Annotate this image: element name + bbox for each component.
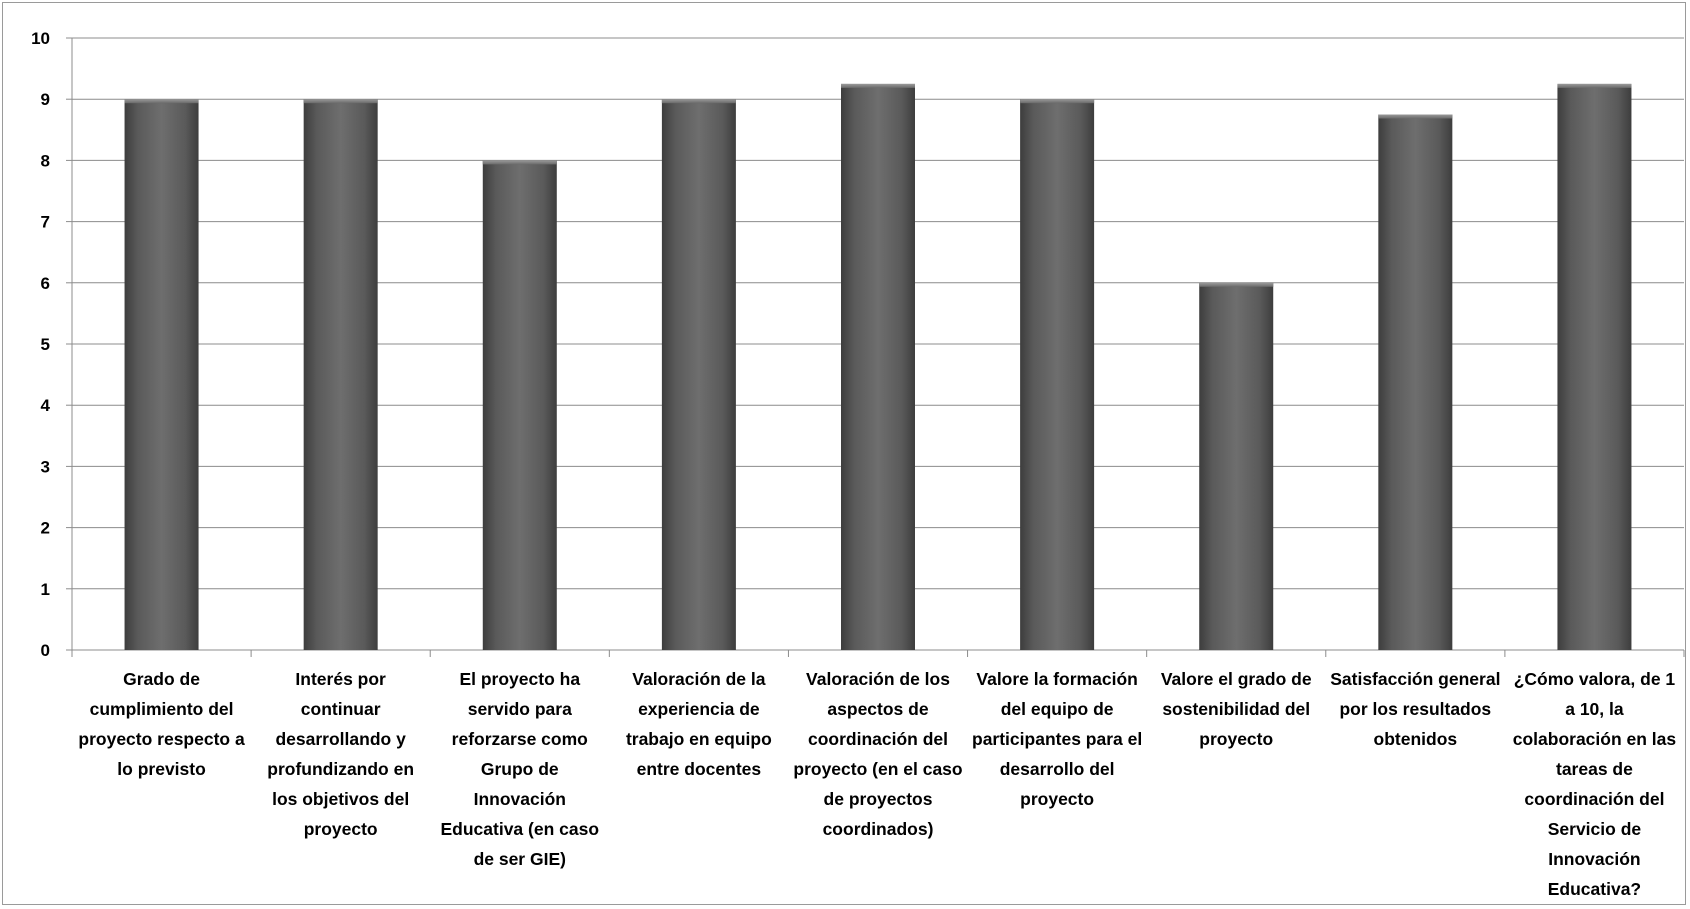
y-tick-labels: 0 1 2 3 4 5 6 7 8 9 10 (31, 29, 50, 660)
x-tick-label: ¿Cómo valora, de 1 a 10, la colaboración… (1512, 669, 1677, 899)
bar-4 (661, 99, 736, 650)
bar-body (1020, 99, 1095, 650)
bar-5 (841, 83, 915, 650)
y-tick-label-9: 9 (41, 90, 50, 109)
bar-9 (1557, 83, 1632, 650)
bar-cap (1020, 99, 1095, 104)
x-tick-label: Valore el grado de sostenibilidad del pr… (1160, 669, 1312, 749)
bar-body (482, 160, 557, 650)
bar-body (661, 99, 736, 650)
bar-cap (482, 160, 557, 165)
y-tick-label-5: 5 (41, 335, 50, 354)
x-tick-label: Grado de cumplimiento del proyecto respe… (78, 669, 245, 779)
bar-8 (1378, 114, 1453, 650)
y-tick-label-4: 4 (41, 396, 51, 415)
x-tick-label: Satisfacción general por los resultados … (1330, 669, 1501, 749)
bar-1 (124, 99, 199, 650)
x-tick-label: Valoración de la experiencia de trabajo … (625, 669, 772, 779)
bar-body (1199, 282, 1274, 650)
y-tick-label-7: 7 (41, 213, 50, 232)
bar-2 (303, 99, 378, 650)
y-tick-label-2: 2 (41, 519, 50, 538)
bar-6 (1020, 99, 1095, 650)
bar-body (124, 99, 199, 650)
bar-body (841, 83, 915, 650)
bar-cap (1557, 83, 1632, 88)
y-tick-label-0: 0 (41, 641, 50, 660)
y-tick-label-8: 8 (41, 151, 50, 170)
bar-cap (841, 83, 915, 88)
bar-body (1378, 114, 1453, 650)
bars (124, 83, 1632, 650)
bar-body (303, 99, 378, 650)
bar-3 (482, 160, 557, 650)
bar-cap (1378, 114, 1453, 119)
bar-cap (303, 99, 378, 104)
x-tick-label: El proyecto ha servido para reforzarse c… (440, 669, 600, 869)
y-tick-label-10: 10 (31, 29, 50, 48)
y-tick-label-6: 6 (41, 274, 50, 293)
x-tick-label: Valoración de los aspectos de coordinaci… (793, 669, 963, 839)
bar-7 (1199, 282, 1274, 650)
x-tick-label: Interés por continuar desarrollando y pr… (267, 669, 415, 839)
x-tick-label: Valore la formación del equipo de partic… (972, 669, 1143, 809)
bar-cap (661, 99, 736, 104)
bar-cap (1199, 282, 1274, 287)
y-tick-label-1: 1 (41, 580, 50, 599)
bar-body (1557, 83, 1632, 650)
y-tick-label-3: 3 (41, 457, 50, 476)
bar-cap (124, 99, 199, 104)
